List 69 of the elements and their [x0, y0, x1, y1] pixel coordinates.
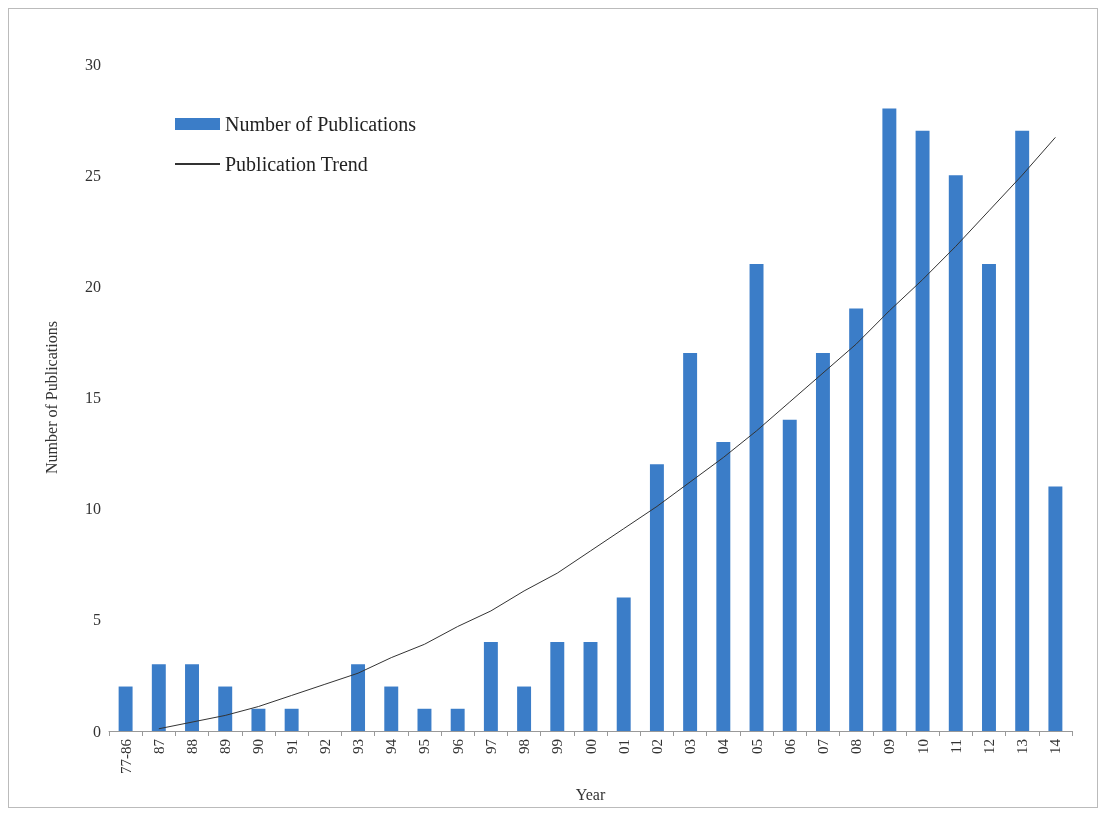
x-tick-label: 92 [316, 739, 333, 754]
x-tick-label: 96 [449, 738, 466, 754]
bar [948, 175, 963, 731]
bar [882, 108, 897, 731]
x-tick-label: 08 [848, 739, 865, 754]
bar [815, 353, 830, 731]
y-tick-label: 0 [93, 722, 101, 740]
bar [417, 708, 432, 731]
x-tick-label: 09 [881, 739, 898, 754]
bar [483, 642, 498, 731]
bar [351, 664, 366, 731]
bar [849, 308, 864, 731]
line-series [158, 136, 1056, 730]
x-tick-label: 12 [980, 739, 997, 754]
x-tick-label: 04 [715, 738, 732, 754]
bar [982, 264, 996, 731]
bar [1048, 486, 1063, 731]
bar [450, 708, 465, 731]
x-tick-label: 87 [150, 738, 167, 754]
bar [517, 686, 532, 731]
bar [284, 708, 299, 731]
x-tick-label: 00 [582, 739, 599, 754]
y-tick-label: 30 [85, 55, 101, 73]
bar [1015, 130, 1030, 731]
bar [151, 664, 166, 731]
bar [218, 686, 233, 731]
x-tick-label: 02 [648, 739, 665, 754]
x-tick-label: 95 [416, 739, 433, 754]
bar [118, 686, 133, 731]
bar [185, 664, 199, 731]
x-tick-label: 13 [1014, 739, 1031, 754]
bar [550, 642, 565, 731]
x-tick-label: 99 [549, 739, 566, 754]
bar [583, 642, 598, 731]
x-tick-label: 98 [516, 739, 533, 754]
x-tick-label: 77-86 [117, 738, 134, 774]
x-tick-label: 06 [781, 738, 798, 754]
bar [749, 264, 764, 731]
y-axis-title: Number of Publications [42, 321, 60, 474]
bar [915, 130, 930, 731]
bar [683, 353, 698, 731]
x-tick-label: 01 [615, 739, 632, 754]
x-tick-label: 93 [350, 739, 367, 754]
legend-label: Number of Publications [225, 113, 417, 135]
bar [251, 708, 266, 731]
x-tick-label: 11 [947, 739, 964, 754]
x-axis-title: Year [575, 785, 606, 803]
x-tick-label: 89 [217, 739, 234, 754]
legend-label: Publication Trend [225, 153, 368, 175]
bar [616, 597, 631, 731]
y-tick-label: 5 [93, 611, 101, 629]
y-tick-label: 25 [85, 166, 101, 184]
y-tick-label: 20 [85, 277, 101, 295]
y-tick-label: 15 [85, 389, 101, 406]
x-tick-label: 14 [1047, 738, 1064, 754]
x-tick-label: 07 [814, 738, 831, 754]
bar [782, 419, 797, 731]
x-tick-label: 97 [482, 738, 499, 754]
bar [384, 686, 399, 731]
bar [716, 441, 731, 731]
x-tick-label: 94 [383, 738, 400, 754]
x-tick-label: 10 [914, 739, 931, 754]
x-tick-label: 05 [748, 739, 765, 754]
x-tick-label: 03 [682, 739, 699, 754]
x-tick-label: 88 [184, 739, 201, 754]
x-tick-label: 91 [283, 739, 300, 754]
y-tick-label: 10 [85, 500, 101, 518]
x-tick-label: 90 [250, 739, 267, 754]
bar [649, 464, 664, 731]
